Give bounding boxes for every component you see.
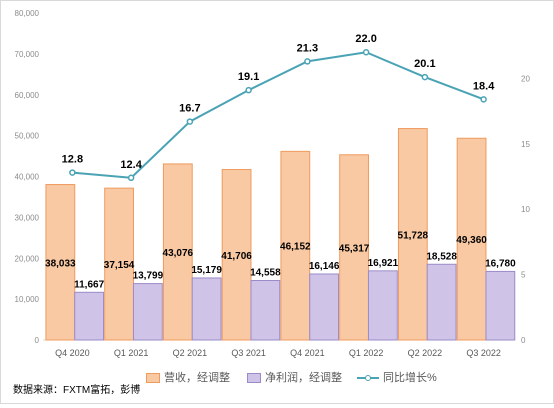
revenue-data-label: 51,728: [398, 230, 429, 241]
source-note: 数据来源：FXTM富拓，彭博: [13, 385, 141, 396]
y-tick-label: 30,000: [15, 213, 40, 222]
x-tick-label: Q4 2020: [55, 348, 90, 358]
legend-revenue-label: 营收，经调整: [164, 372, 230, 384]
growth-data-label: 16.7: [179, 103, 200, 115]
revenue-bar: [280, 150, 311, 341]
revenue-data-label: 43,076: [163, 248, 194, 259]
x-tick-label: Q2 2021: [173, 348, 208, 358]
y-tick-label: 0: [35, 336, 40, 345]
growth-point: [245, 86, 252, 94]
x-tick-label: Q4 2021: [290, 348, 325, 358]
profit-data-label: 15,179: [191, 265, 222, 276]
revenue-bar: [104, 187, 134, 341]
revenue-data-label: 49,360: [456, 235, 487, 246]
profit-data-label: 13,799: [133, 271, 164, 282]
profit-data-label: 11,667: [74, 279, 104, 290]
growth-point: [304, 58, 311, 65]
revenue-data-label: 38,033: [45, 258, 76, 269]
profit-bar: [485, 270, 516, 341]
legend-growth-label: 同比增长%: [383, 372, 437, 384]
growth-data-label: 12.8: [62, 154, 83, 166]
y-tick-label: 60,000: [15, 91, 40, 100]
y-tick-label: 50,000: [15, 132, 40, 141]
revenue-bar: [456, 137, 487, 341]
profit-bar: [74, 291, 105, 341]
y-tick-label: 10,000: [15, 295, 40, 304]
y-tick-label: 80,000: [15, 9, 40, 18]
growth-point: [69, 169, 76, 176]
revenue-bar: [339, 154, 369, 341]
profit-bar: [132, 283, 163, 341]
legend-growth-swatch: [357, 374, 379, 382]
legend-profit: 净利润，经调整: [247, 369, 342, 385]
legend-growth: 同比增长%: [357, 369, 437, 385]
revenue-data-label: 45,317: [339, 243, 370, 254]
legend-revenue-swatch: [146, 373, 160, 384]
growth-data-label: 22.0: [355, 33, 376, 45]
y-tick-label: 40,000: [15, 173, 40, 182]
revenue-data-label: 46,152: [280, 242, 311, 253]
x-tick-label: Q3 2021: [231, 348, 266, 358]
growth-point: [186, 118, 194, 125]
revenue-data-label: 41,706: [221, 251, 252, 262]
growth-data-label: 19.1: [238, 71, 259, 83]
y2-tick-label: 0: [521, 336, 526, 345]
x-tick-label: Q3 2022: [466, 348, 501, 358]
x-tick-label: Q1 2022: [349, 348, 384, 358]
profit-data-label: 14,558: [250, 267, 281, 278]
x-tick-label: Q2 2022: [408, 348, 443, 358]
revenue-bar: [397, 128, 428, 341]
growth-point: [480, 96, 487, 103]
profit-data-label: 16,780: [485, 258, 516, 269]
y2-tick-label: 10: [521, 205, 530, 214]
growth-data-label: 21.3: [297, 42, 318, 54]
y2-tick-label: 20: [521, 74, 530, 83]
legend-profit-swatch: [247, 373, 261, 384]
revenue-bar: [221, 169, 252, 341]
x-tick-label: Q1 2021: [114, 348, 149, 358]
y2-tick-label: 15: [521, 140, 530, 149]
growth-point: [421, 73, 429, 81]
legend-profit-label: 净利润，经调整: [265, 372, 342, 384]
growth-point: [362, 48, 370, 56]
profit-bar: [367, 270, 398, 341]
revenue-data-label: 37,154: [104, 260, 135, 271]
growth-data-label: 18.4: [473, 80, 495, 92]
revenue-bar: [162, 163, 193, 341]
profit-bar: [426, 263, 457, 341]
profit-bar: [191, 277, 222, 341]
profit-data-label: 16,146: [309, 261, 340, 272]
y-tick-label: 70,000: [15, 50, 40, 59]
legend-revenue: 营收，经调整: [146, 369, 230, 385]
growth-data-label: 20.1: [414, 58, 435, 70]
profit-bar: [309, 273, 340, 341]
profit-bar: [250, 279, 281, 341]
y2-tick-label: 5: [521, 271, 526, 280]
growth-point: [127, 174, 135, 182]
revenue-bar: [45, 184, 76, 341]
growth-data-label: 12.4: [120, 159, 142, 171]
y-tick-label: 20,000: [15, 254, 40, 263]
profit-data-label: 18,528: [426, 251, 457, 262]
growth-line: [72, 51, 484, 179]
profit-data-label: 16,921: [368, 258, 399, 269]
